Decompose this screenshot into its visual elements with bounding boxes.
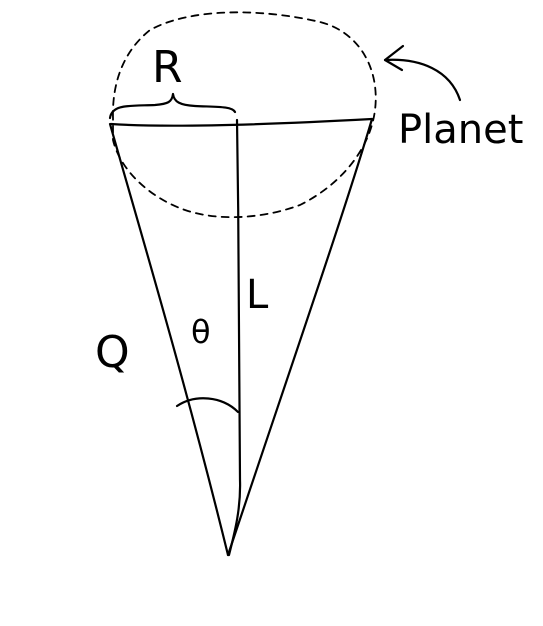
angle-label: θ [191, 313, 211, 351]
charge-label: Q [95, 327, 130, 378]
length-label: L [246, 272, 269, 318]
radius-label: R [152, 42, 183, 93]
angle-arc [175, 397, 240, 414]
planet-arrow-head [383, 44, 405, 72]
cone-base-line [109, 117, 374, 127]
cone-axis-line [227, 118, 242, 557]
planet-label: Planet [398, 107, 523, 153]
radius-brace [108, 92, 237, 120]
cone-left-side [108, 122, 230, 557]
planet-arrow [383, 58, 462, 102]
planet-outline [112, 11, 377, 219]
cone-right-side [226, 117, 374, 557]
